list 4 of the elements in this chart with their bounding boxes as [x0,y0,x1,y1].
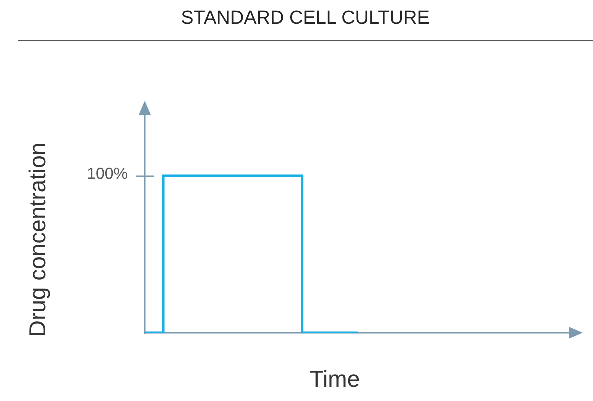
text: 100% [87,166,128,184]
y-axis-title: Drug concentration [24,142,52,338]
x-axis-title: Time [308,366,362,393]
chart-title: STANDARD CELL CULTURE [18,8,593,41]
